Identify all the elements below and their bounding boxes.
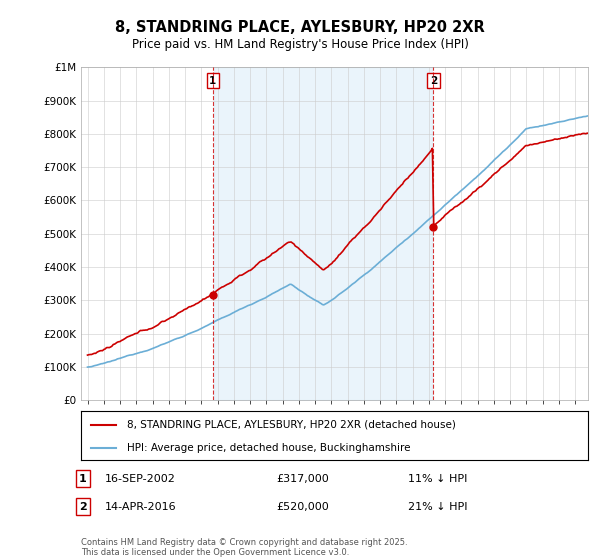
Text: 1: 1	[209, 76, 217, 86]
Text: 2: 2	[430, 76, 437, 86]
Text: 21% ↓ HPI: 21% ↓ HPI	[408, 502, 467, 512]
Text: 11% ↓ HPI: 11% ↓ HPI	[408, 474, 467, 484]
Text: Contains HM Land Registry data © Crown copyright and database right 2025.
This d: Contains HM Land Registry data © Crown c…	[81, 538, 407, 557]
Text: £520,000: £520,000	[276, 502, 329, 512]
Text: Price paid vs. HM Land Registry's House Price Index (HPI): Price paid vs. HM Land Registry's House …	[131, 38, 469, 51]
Text: 1: 1	[79, 474, 86, 484]
Text: 8, STANDRING PLACE, AYLESBURY, HP20 2XR: 8, STANDRING PLACE, AYLESBURY, HP20 2XR	[115, 20, 485, 35]
Text: HPI: Average price, detached house, Buckinghamshire: HPI: Average price, detached house, Buck…	[127, 443, 410, 453]
Text: 16-SEP-2002: 16-SEP-2002	[105, 474, 176, 484]
Text: 14-APR-2016: 14-APR-2016	[105, 502, 176, 512]
Text: 8, STANDRING PLACE, AYLESBURY, HP20 2XR (detached house): 8, STANDRING PLACE, AYLESBURY, HP20 2XR …	[127, 420, 455, 430]
Text: 2: 2	[79, 502, 86, 512]
Text: £317,000: £317,000	[276, 474, 329, 484]
